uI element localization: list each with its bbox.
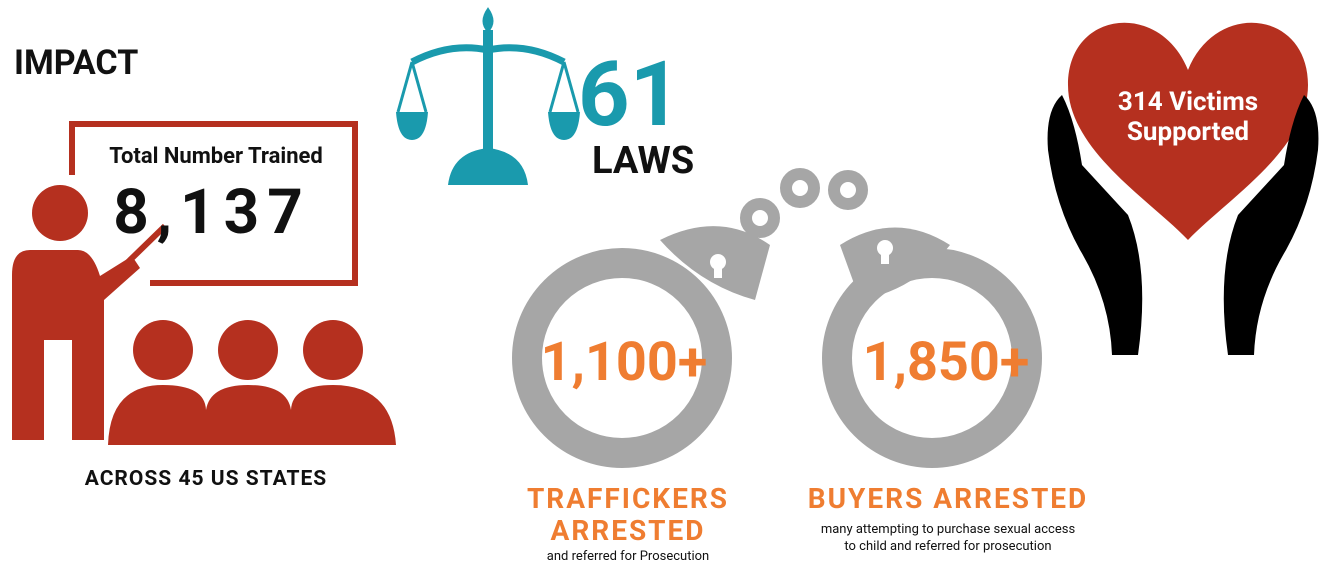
- buyers-title: BUYERS ARRESTED: [808, 482, 1089, 515]
- traffickers-title: ARRESTED: [551, 514, 706, 547]
- buyers-note: to child and referred for prosecution: [844, 539, 1051, 554]
- laws-label: LAWS: [592, 139, 694, 183]
- title: IMPACT: [14, 43, 138, 83]
- traffickers-note: and referred for Prosecution: [547, 549, 709, 564]
- handcuffs-icon: [512, 168, 1042, 468]
- victims-label: 314 Victims: [1118, 87, 1258, 117]
- buyers-value: 1,850+: [863, 331, 1030, 394]
- trained-value: 8,137: [113, 176, 311, 249]
- traffickers-title: TRAFFICKERS: [527, 482, 729, 515]
- board: [69, 121, 358, 286]
- trained-label: Total Number Trained: [109, 144, 323, 169]
- victims-label: Supported: [1127, 117, 1249, 147]
- audience: [108, 320, 396, 445]
- traffickers-value: 1,100+: [541, 331, 708, 394]
- teacher: [12, 185, 168, 440]
- scales-icon: [396, 7, 580, 185]
- laws-value: 61: [578, 42, 681, 147]
- heart-icon: [1068, 22, 1308, 240]
- hands-icon: [1047, 95, 1319, 355]
- buyers-note: many attempting to purchase sexual acces…: [821, 522, 1076, 537]
- trained-caption: ACROSS 45 US STATES: [85, 467, 327, 491]
